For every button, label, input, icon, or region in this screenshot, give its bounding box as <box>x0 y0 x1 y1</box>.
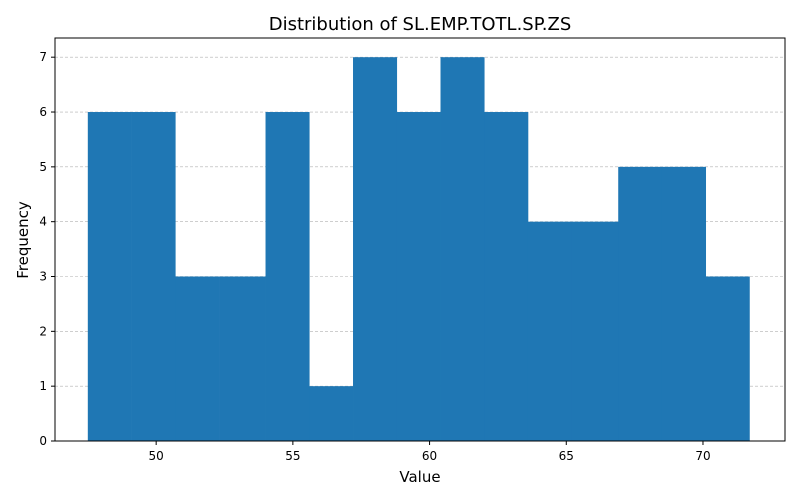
histogram-bar <box>571 221 619 441</box>
histogram-bar <box>131 112 176 441</box>
y-tick-label: 0 <box>39 434 47 448</box>
histogram-bar <box>175 276 220 441</box>
histogram-bar <box>309 386 354 441</box>
y-tick-label: 7 <box>39 50 47 64</box>
x-tick-label: 65 <box>559 449 574 463</box>
x-axis-ticks: 50 55 60 65 70 <box>149 441 711 463</box>
histogram-bar <box>484 112 529 441</box>
y-tick-label: 6 <box>39 105 47 119</box>
histogram-bar <box>219 276 266 441</box>
histogram-bar <box>396 112 441 441</box>
x-axis-label: Value <box>399 468 440 486</box>
histogram-bar <box>353 57 398 441</box>
chart-title: Distribution of SL.EMP.TOTL.SP.ZS <box>269 14 572 35</box>
histogram-bar <box>705 276 750 441</box>
histogram-bar <box>661 166 707 441</box>
y-tick-label: 3 <box>39 270 47 284</box>
y-tick-label: 2 <box>39 324 47 338</box>
histogram-bars <box>87 57 750 441</box>
x-tick-label: 60 <box>422 449 437 463</box>
histogram-bar <box>440 57 485 441</box>
histogram-bar <box>87 112 132 441</box>
x-tick-label: 50 <box>149 449 164 463</box>
histogram-bar <box>265 112 310 441</box>
histogram-bar <box>527 221 573 441</box>
y-tick-label: 5 <box>39 160 47 174</box>
x-tick-label: 55 <box>285 449 300 463</box>
y-tick-label: 1 <box>39 379 47 393</box>
y-tick-label: 4 <box>39 215 47 229</box>
x-tick-label: 70 <box>695 449 710 463</box>
y-axis-label: Frequency <box>14 201 32 279</box>
histogram-bar <box>618 166 663 441</box>
y-axis-ticks: 0 1 2 3 4 5 6 7 <box>39 50 55 448</box>
plot-frame <box>54 37 786 442</box>
